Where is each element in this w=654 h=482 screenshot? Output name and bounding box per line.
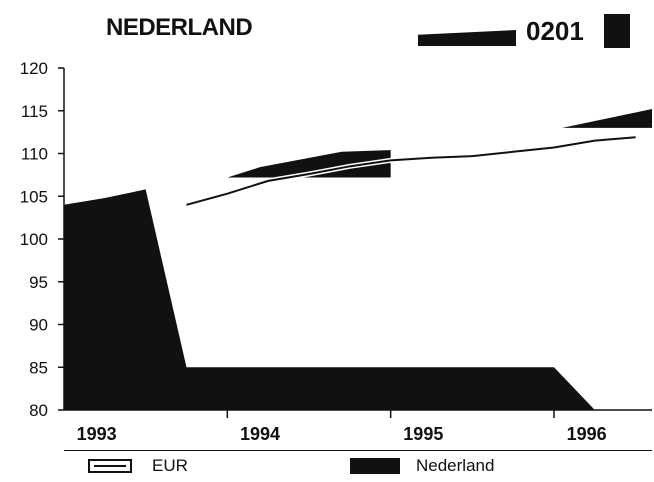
x-tick-label: 1994	[240, 424, 280, 444]
series-band-upper	[227, 150, 391, 178]
series-band-upper-2	[562, 109, 652, 128]
legend-swatch-eur	[88, 459, 132, 473]
y-tick-label: 105	[20, 187, 48, 206]
legend-divider	[64, 450, 652, 451]
legend-label-eur: EUR	[152, 456, 188, 475]
x-tick-label: 1995	[403, 424, 443, 444]
y-tick-label: 110	[21, 145, 48, 164]
x-tick-label: 1993	[77, 424, 117, 444]
legend-label-nederland: Nederland	[416, 456, 495, 475]
legend-entry-eur: EUR	[88, 456, 188, 476]
legend-swatch-nederland	[350, 458, 400, 474]
plot-area	[64, 109, 652, 410]
header-decorative-block	[604, 14, 630, 48]
header-decorative-bar	[418, 30, 516, 46]
y-tick-label: 115	[21, 102, 48, 121]
x-tick-label: 1996	[567, 424, 607, 444]
y-tick-label: 95	[29, 273, 48, 292]
y-tick-label: 120	[20, 59, 48, 78]
y-tick-label: 80	[29, 401, 48, 420]
series-area-nederland	[64, 189, 636, 410]
chart-code: 0201	[526, 16, 584, 46]
series-line-eur	[186, 136, 636, 206]
x-axis: 1993 1994 1995 1996	[64, 409, 652, 444]
chart-title: NEDERLAND	[106, 14, 253, 41]
y-tick-label: 100	[20, 230, 48, 249]
y-tick-label: 90	[29, 316, 48, 335]
legend-entry-nederland: Nederland	[350, 456, 494, 476]
y-axis: 120 115 110 105 100 95 90 85 80	[20, 59, 65, 420]
y-tick-label: 85	[29, 358, 48, 377]
